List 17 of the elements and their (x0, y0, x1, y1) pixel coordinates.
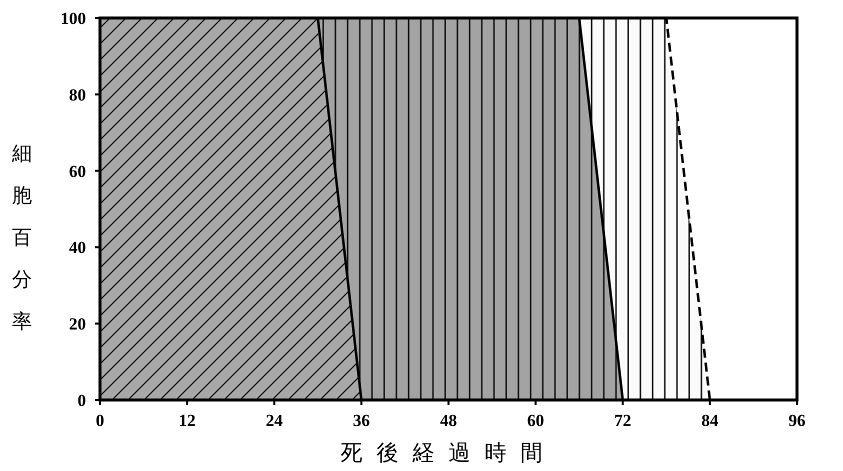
x-tick-label: 84 (701, 411, 719, 430)
y-axis-title: 細胞百分率 (11, 143, 32, 333)
y-tick-label: 20 (69, 314, 86, 334)
x-tick-label: 48 (440, 411, 457, 430)
x-tick-label: 12 (178, 411, 196, 430)
y-tick-label: 100 (60, 9, 86, 28)
x-axis-title: 死後経過時間 (340, 440, 556, 465)
y-tick-label: 40 (69, 238, 86, 258)
x-tick-label: 72 (614, 411, 632, 430)
x-tick-label: 60 (527, 411, 544, 430)
y-tick-label: 80 (69, 85, 86, 104)
x-tick-label: 36 (352, 411, 370, 430)
x-tick-label: 96 (788, 411, 806, 430)
x-tick-label: 24 (266, 411, 284, 430)
y-tick-label: 0 (78, 391, 86, 410)
y-tick-label: 60 (69, 162, 86, 181)
x-tick-label: 0 (96, 411, 104, 430)
